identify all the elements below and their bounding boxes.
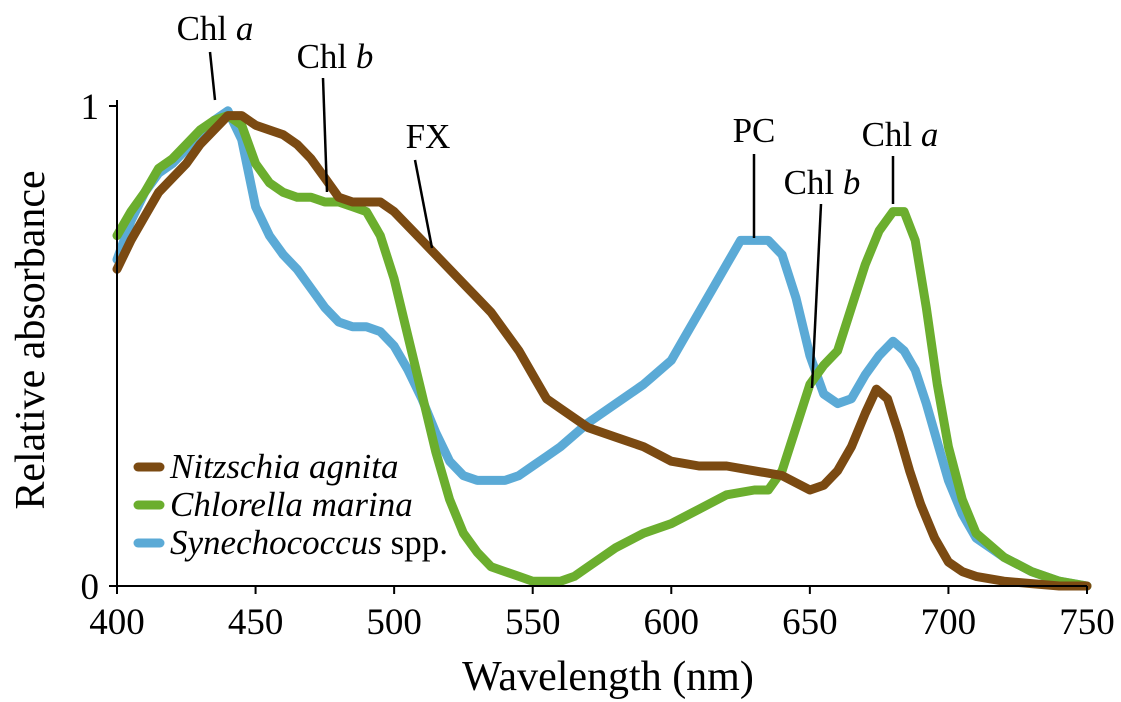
plot-lines (112, 106, 1092, 591)
annotation-label-chl-b: Chl b (297, 37, 374, 76)
x-tick-label: 450 (228, 602, 284, 643)
annotation-label-chl-a: Chl a (862, 115, 939, 154)
series-line-nitzschia-agnita (112, 111, 1092, 591)
series-line-synechococcus-spp (112, 106, 1092, 591)
x-tick-label: 700 (921, 602, 977, 643)
annotation-leader-line (208, 51, 217, 101)
legend-label-chlorella-marina: Chlorella marina (170, 485, 413, 524)
annotation-label-fx: FX (406, 117, 451, 156)
x-tick-label: 650 (782, 602, 838, 643)
x-tick-label: 500 (366, 602, 422, 643)
annotation-leader-line (321, 77, 329, 193)
x-axis-title: Wavelength (nm) (462, 654, 754, 700)
series-line-chlorella-marina (112, 111, 1092, 591)
legend-label-synechococcus-spp: Synechococcus spp. (170, 523, 448, 562)
annotation-leader-line (810, 203, 823, 389)
x-tick-label: 750 (1059, 602, 1115, 643)
y-tick-label: 0 (81, 567, 100, 608)
y-axis-title: Relative absorbance (8, 170, 54, 509)
annotation-label-chl-a: Chl a (177, 9, 254, 48)
annotation-label-pc: PC (733, 111, 776, 150)
annotation-leader-line (413, 159, 434, 249)
y-tick-label: 1 (81, 87, 100, 128)
x-tick-label: 550 (505, 602, 561, 643)
x-tick-label: 600 (644, 602, 700, 643)
x-tick-label: 400 (89, 602, 145, 643)
axes (116, 100, 1087, 587)
legend-label-nitzschia-agnita: Nitzschia agnita (169, 447, 399, 486)
ticks: 400 450 500 550 600 650 700 750 0 1 (81, 87, 1115, 643)
annotation-label-chl-b: Chl b (784, 163, 861, 202)
